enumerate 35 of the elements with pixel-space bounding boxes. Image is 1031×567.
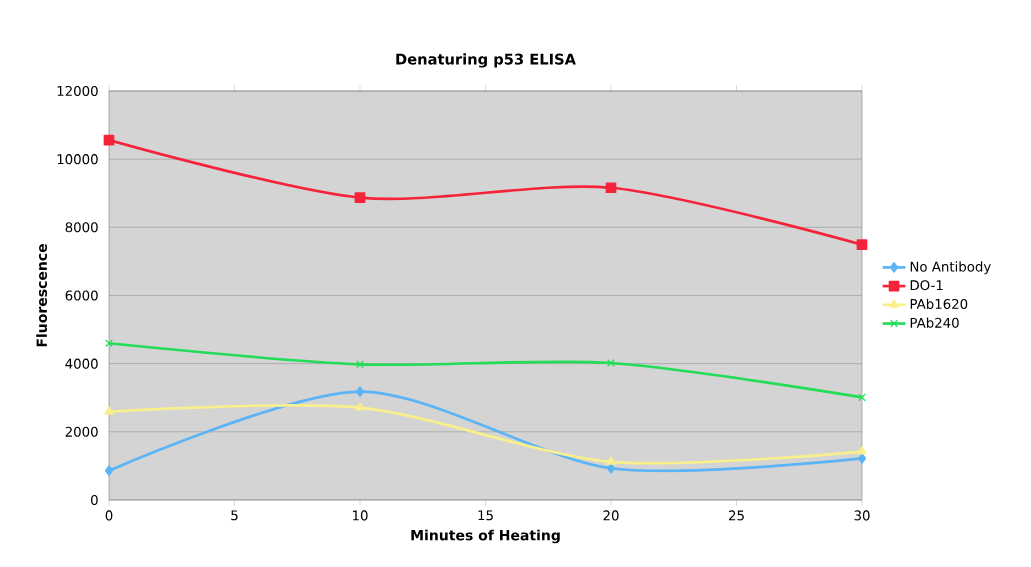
point: [607, 359, 615, 367]
legend-label: No Antibody: [910, 261, 991, 275]
point: [356, 360, 364, 369]
point: [104, 465, 114, 477]
x-axis-title: Minutes of Heating: [411, 529, 560, 544]
legend-label: PAb240: [910, 317, 959, 328]
y-axis-title: Fluorescence: [36, 244, 48, 347]
point: [355, 386, 365, 397]
y-tick-label: 6000: [65, 290, 98, 301]
y-tick-label: 12000: [57, 85, 98, 97]
x-tick-label: 10: [352, 510, 368, 521]
point: [857, 453, 867, 464]
point: [858, 393, 866, 402]
point: [857, 446, 867, 455]
point: [105, 339, 113, 348]
chart-title: Denaturing p53 ELISA: [396, 53, 576, 68]
point: [856, 239, 868, 251]
x-tick-label: 30: [854, 510, 870, 521]
legend-label: DO-1: [910, 280, 943, 291]
y-tick-label: 10000: [57, 154, 98, 165]
y-tick-label: 4000: [65, 358, 98, 369]
y-tick-label: 0: [91, 494, 98, 506]
x-tick-label: 25: [729, 510, 744, 521]
x-tick-label: 0: [105, 510, 113, 521]
x-tick-label: 5: [231, 510, 238, 521]
point: [605, 182, 617, 194]
x-tick-label: 20: [603, 510, 619, 521]
point: [104, 406, 114, 415]
x-tick-label: 15: [478, 510, 493, 521]
point: [354, 192, 366, 203]
y-tick-label: 2000: [65, 426, 98, 437]
legend-label: PAb1620: [910, 298, 968, 310]
point: [606, 456, 616, 465]
y-tick-label: 8000: [65, 222, 98, 233]
point: [355, 402, 365, 411]
